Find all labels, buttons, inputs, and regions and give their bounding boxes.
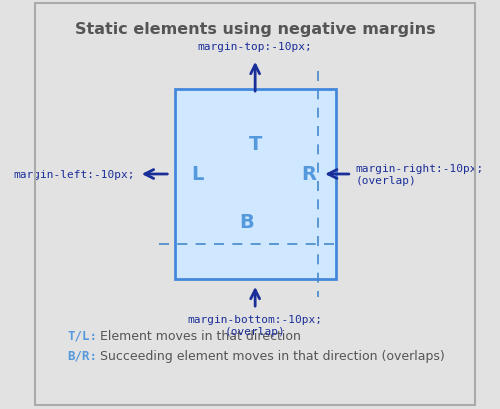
Text: margin-top:-10px;: margin-top:-10px; <box>198 42 312 52</box>
Bar <box>174 90 336 279</box>
Text: margin-bottom:-10px;
(overlap): margin-bottom:-10px; (overlap) <box>188 314 322 336</box>
Text: B/R:: B/R: <box>68 349 98 362</box>
Text: R: R <box>302 165 316 184</box>
Text: margin-right:-10px;
(overlap): margin-right:-10px; (overlap) <box>356 164 484 185</box>
Text: T: T <box>248 135 262 154</box>
Text: Element moves in that direction: Element moves in that direction <box>96 329 301 342</box>
Text: Static elements using negative margins: Static elements using negative margins <box>75 22 436 37</box>
Text: Succeeding element moves in that direction (overlaps): Succeeding element moves in that directi… <box>96 349 445 362</box>
Text: L: L <box>191 165 203 184</box>
Text: B: B <box>239 213 254 232</box>
Text: T/L:: T/L: <box>68 329 98 342</box>
Text: margin-left:-10px;: margin-left:-10px; <box>14 170 136 180</box>
